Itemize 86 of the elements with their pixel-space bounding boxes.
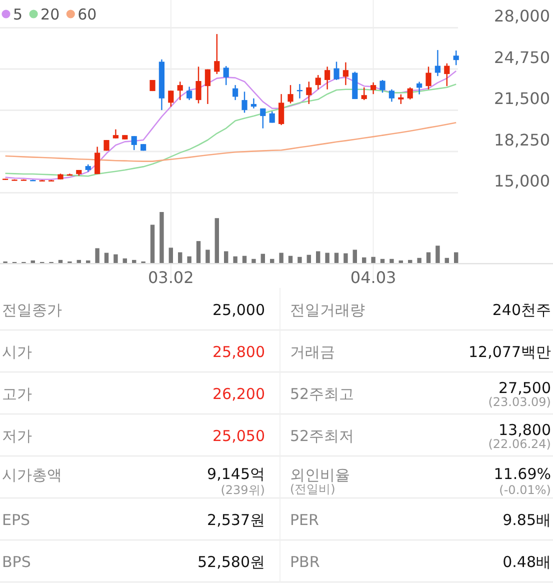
bar [334, 252, 339, 263]
bar [86, 260, 90, 263]
text: (전일비) [290, 482, 336, 496]
text: 26,200 [212, 385, 265, 403]
text: 25,000 [212, 301, 265, 319]
x-tick-label: 03.02 [148, 268, 194, 287]
bar [58, 260, 63, 263]
bar [206, 250, 210, 263]
bar [178, 252, 182, 263]
y-tick-label: 18,250 [494, 130, 550, 150]
bar [436, 246, 440, 263]
text: EPS [2, 511, 30, 529]
bar [122, 258, 127, 263]
text: 시가 [2, 343, 32, 361]
bar [76, 260, 81, 263]
text: 거래금 [290, 343, 335, 361]
y-tick-label: 28,000 [494, 6, 550, 26]
text: 고가 [2, 385, 32, 403]
bar [233, 256, 238, 263]
text: 전일거래량 [290, 301, 365, 319]
text: 12,077백만 [468, 343, 551, 361]
text: 27,500 [498, 379, 551, 397]
text: 9,145억 [207, 465, 265, 483]
text: 저가 [2, 427, 32, 445]
bar [371, 256, 376, 263]
text: 0.48배 [502, 553, 551, 571]
bar [362, 257, 366, 263]
bar [288, 256, 293, 263]
text: 52주최저 [290, 427, 354, 445]
bar [214, 218, 219, 263]
y-tick-label: 15,000 [494, 172, 550, 191]
bar [187, 256, 192, 263]
bar [30, 260, 35, 263]
legend-label: 20 [40, 6, 60, 24]
bar [454, 252, 458, 263]
bar [270, 258, 274, 263]
bar [224, 251, 228, 263]
text: 13,800 [498, 421, 551, 439]
bar [114, 254, 118, 263]
text: BPS [2, 553, 31, 571]
x-tick-label: 04.03 [350, 268, 396, 287]
text: 52,580원 [198, 553, 265, 571]
bar [252, 258, 256, 263]
text: (239위) [220, 483, 265, 497]
text: 2,537원 [207, 511, 265, 529]
y-tick-label: 21,500 [494, 89, 550, 108]
bar [298, 256, 302, 263]
text: 240천주 [492, 301, 551, 319]
bar [316, 251, 320, 263]
bar [380, 258, 385, 263]
bar [95, 248, 100, 263]
bar [279, 252, 284, 263]
y-tick-label: 24,750 [494, 48, 550, 67]
bar [196, 241, 201, 263]
text: 25,800 [212, 343, 265, 361]
legend-label: 5 [13, 6, 23, 24]
text: (22.06.24) [488, 437, 551, 451]
text: 11.69% [494, 465, 551, 483]
bar [408, 260, 412, 263]
text: 시가총액 [2, 466, 62, 484]
bar [325, 252, 330, 263]
bar [306, 254, 311, 263]
bar [426, 252, 431, 263]
bar [150, 224, 155, 263]
text: PER [290, 511, 319, 529]
text: 외인비율 [290, 466, 350, 484]
bar [344, 253, 348, 263]
bar [352, 250, 357, 263]
bar [242, 256, 247, 263]
bar [168, 248, 173, 263]
text: 52주최고 [290, 385, 354, 403]
bar [390, 258, 394, 263]
text: (23.03.09) [488, 395, 551, 409]
text: 전일종가 [2, 301, 62, 319]
text: 25,050 [212, 427, 265, 445]
bar [398, 260, 403, 263]
bar [417, 258, 422, 263]
text: PBR [290, 553, 320, 571]
text: (-0.01%) [499, 483, 551, 497]
legend-label: 60 [78, 6, 97, 24]
bar [260, 254, 265, 263]
bar [444, 258, 449, 263]
bar [132, 260, 136, 263]
text: 9.85배 [502, 511, 551, 529]
bar [160, 212, 164, 263]
bar [104, 252, 109, 263]
